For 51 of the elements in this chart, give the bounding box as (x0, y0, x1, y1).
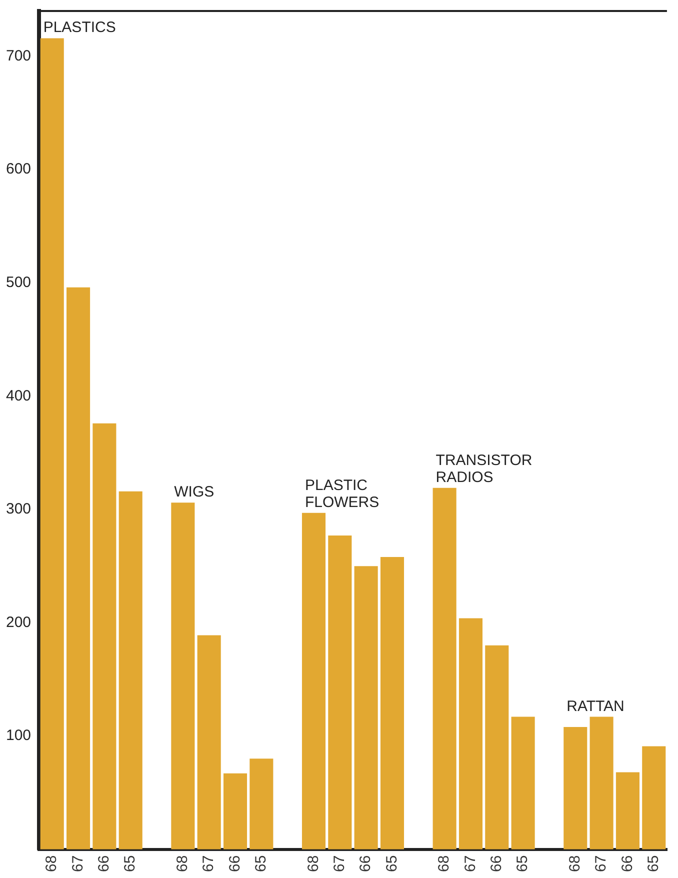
y-tick-label: 100 (6, 727, 32, 744)
x-tick-label: 68 (304, 855, 322, 872)
y-tick-label: 200 (6, 614, 32, 631)
y-tick-label: 500 (6, 274, 32, 292)
x-tick-label: 68 (436, 855, 453, 872)
x-tick-label: 65 (383, 855, 400, 872)
bar (432, 488, 456, 850)
bar (354, 566, 378, 850)
annotation: WIGS (174, 484, 214, 501)
bar (642, 746, 666, 850)
x-tick-label: 66 (226, 855, 244, 872)
bar (92, 423, 116, 850)
y-tick-label: 600 (6, 160, 32, 178)
bar (616, 772, 640, 850)
bar (590, 716, 614, 850)
bar (485, 645, 509, 850)
annotation: PLASTICS (43, 19, 116, 36)
x-tick-label: 66 (357, 855, 374, 872)
x-tick-label: 65 (252, 855, 270, 872)
x-tick-label: 65 (645, 855, 662, 872)
y-tick-label: 300 (6, 500, 32, 518)
annotation: PLASTIC FLOWERS (304, 476, 380, 511)
bar (223, 773, 248, 850)
bar (328, 536, 352, 850)
x-tick-label: 67 (331, 855, 348, 872)
x-tick-label: 68 (174, 855, 192, 872)
bar (511, 716, 535, 850)
bar (66, 287, 90, 850)
x-tick-label: 65 (514, 855, 532, 872)
x-tick-label: 67 (592, 855, 610, 872)
y-tick-label: 700 (6, 47, 32, 64)
x-tick-label: 67 (69, 855, 86, 872)
bar (302, 512, 326, 850)
x-tick-label: 65 (122, 855, 139, 872)
bar (380, 557, 404, 850)
x-tick-label: 68 (43, 855, 60, 872)
x-tick-label: 66 (488, 855, 506, 872)
bar (197, 635, 221, 850)
x-tick-label: 67 (462, 855, 479, 872)
x-tick-label: 66 (96, 855, 113, 872)
bar (250, 758, 274, 850)
bar (564, 726, 588, 850)
annotation: RATTAN (566, 698, 624, 715)
y-tick-label: 400 (6, 387, 32, 404)
x-tick-label: 66 (618, 855, 636, 872)
bar (118, 491, 142, 850)
x-tick-label: 68 (566, 855, 584, 872)
bar (458, 618, 483, 850)
annotation: TRANSISTOR RADIOS (436, 452, 532, 486)
bar (171, 502, 195, 850)
x-tick-label: 67 (200, 855, 218, 872)
